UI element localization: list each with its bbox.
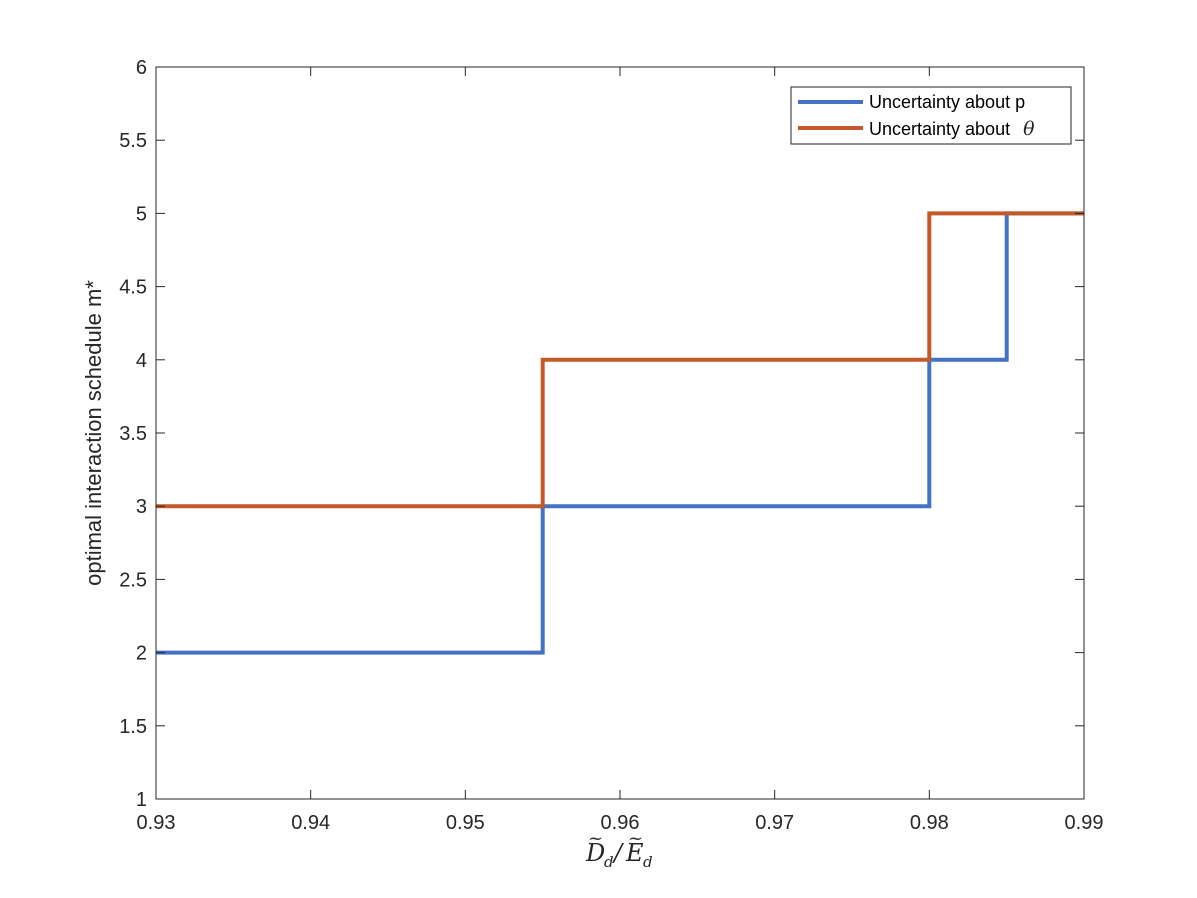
x-tick-label: 0.99 — [1065, 812, 1104, 834]
x-label-sub-1: d — [604, 853, 614, 871]
x-axis-label: D ~ d / E ~ d — [585, 828, 653, 871]
y-axis-label: optimal interaction schedule m* — [81, 280, 106, 586]
y-tick-label: 5.5 — [119, 130, 147, 152]
x-label-denominator: E — [625, 839, 644, 867]
y-tick-label: 3.5 — [119, 423, 147, 445]
x-label-slash: / — [612, 839, 625, 867]
x-label-numerator: D — [585, 839, 605, 867]
y-tick-label: 2 — [136, 643, 147, 665]
y-tick-label: 6 — [136, 57, 147, 79]
series-layer — [156, 211, 1084, 655]
series-line-0 — [156, 211, 1084, 655]
plot-area — [156, 67, 1084, 799]
x-label-tilde-2: ~ — [628, 828, 643, 849]
legend-box — [790, 86, 1072, 145]
x-tick-label: 0.93 — [137, 812, 176, 834]
x-tick-label: 0.95 — [446, 812, 485, 834]
y-tick-label: 2.5 — [119, 569, 147, 591]
legend-label-theta: Uncertainty about θ — [869, 118, 1035, 140]
y-tick-label: 5 — [136, 203, 147, 225]
legend: Uncertainty about p Uncertainty about θ — [790, 86, 1072, 145]
y-tick-label: 4 — [136, 350, 147, 372]
y-tick-label: 1 — [136, 789, 147, 811]
x-tick-label: 0.98 — [910, 812, 949, 834]
x-label-tilde-1: ~ — [588, 828, 603, 849]
x-tick-label: 0.94 — [291, 812, 330, 834]
y-tick-label: 4.5 — [119, 277, 147, 299]
legend-label-p: Uncertainty about p — [869, 92, 1025, 112]
y-tick-label: 3 — [136, 496, 147, 518]
x-tick-label: 0.96 — [601, 812, 640, 834]
series-line-1 — [156, 211, 1084, 509]
legend-label-theta-symbol: θ — [1023, 118, 1035, 140]
y-tick-label: 1.5 — [119, 716, 147, 738]
x-label-sub-2: d — [643, 853, 653, 871]
x-tick-label: 0.97 — [755, 812, 794, 834]
legend-label-theta-prefix: Uncertainty about — [869, 119, 1010, 139]
tick-layer: 0.93 0.94 0.95 0.96 0.97 0.98 0.99 1 1.5 2 2.5 3 3.5… — [119, 57, 1103, 834]
